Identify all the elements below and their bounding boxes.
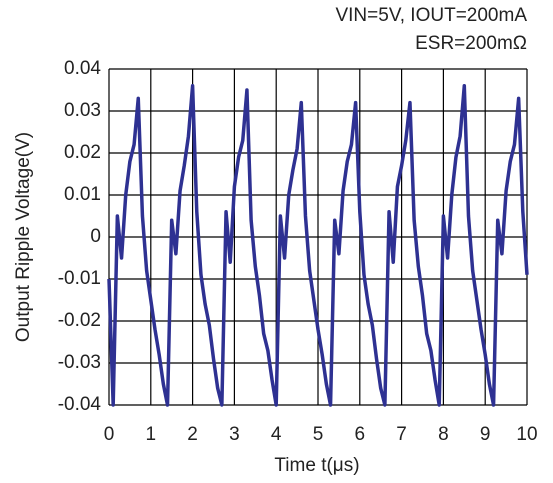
x-tick-label: 0 xyxy=(104,424,115,445)
x-tick-label: 4 xyxy=(271,424,282,445)
x-axis-label: Time t(μs) xyxy=(274,455,359,476)
x-tick-label: 3 xyxy=(229,424,240,445)
y-tick-label: 0.01 xyxy=(64,184,101,205)
y-tick-label: -0.03 xyxy=(58,352,101,373)
y-tick-label: 0.03 xyxy=(64,100,101,121)
x-tick-label: 10 xyxy=(516,424,537,445)
x-tick-label: 9 xyxy=(480,424,491,445)
y-axis-label: Output Ripple Voltage(V) xyxy=(13,132,34,342)
y-tick-label: -0.02 xyxy=(58,310,101,331)
x-tick-label: 6 xyxy=(355,424,366,445)
y-tick-label: 0.04 xyxy=(64,58,101,79)
x-tick-label: 7 xyxy=(396,424,407,445)
x-tick-label: 2 xyxy=(187,424,198,445)
y-tick-label: -0.01 xyxy=(58,268,101,289)
y-tick-label: 0 xyxy=(90,226,101,247)
x-tick-label: 5 xyxy=(313,424,324,445)
x-tick-label: 1 xyxy=(146,424,157,445)
y-tick-label: 0.02 xyxy=(64,142,101,163)
annotation: ESR=200mΩ xyxy=(415,33,527,54)
data-line xyxy=(107,84,529,407)
x-tick-label: 8 xyxy=(438,424,449,445)
annotation: VIN=5V, IOUT=200mA xyxy=(335,5,527,26)
y-tick-label: -0.04 xyxy=(58,394,102,415)
